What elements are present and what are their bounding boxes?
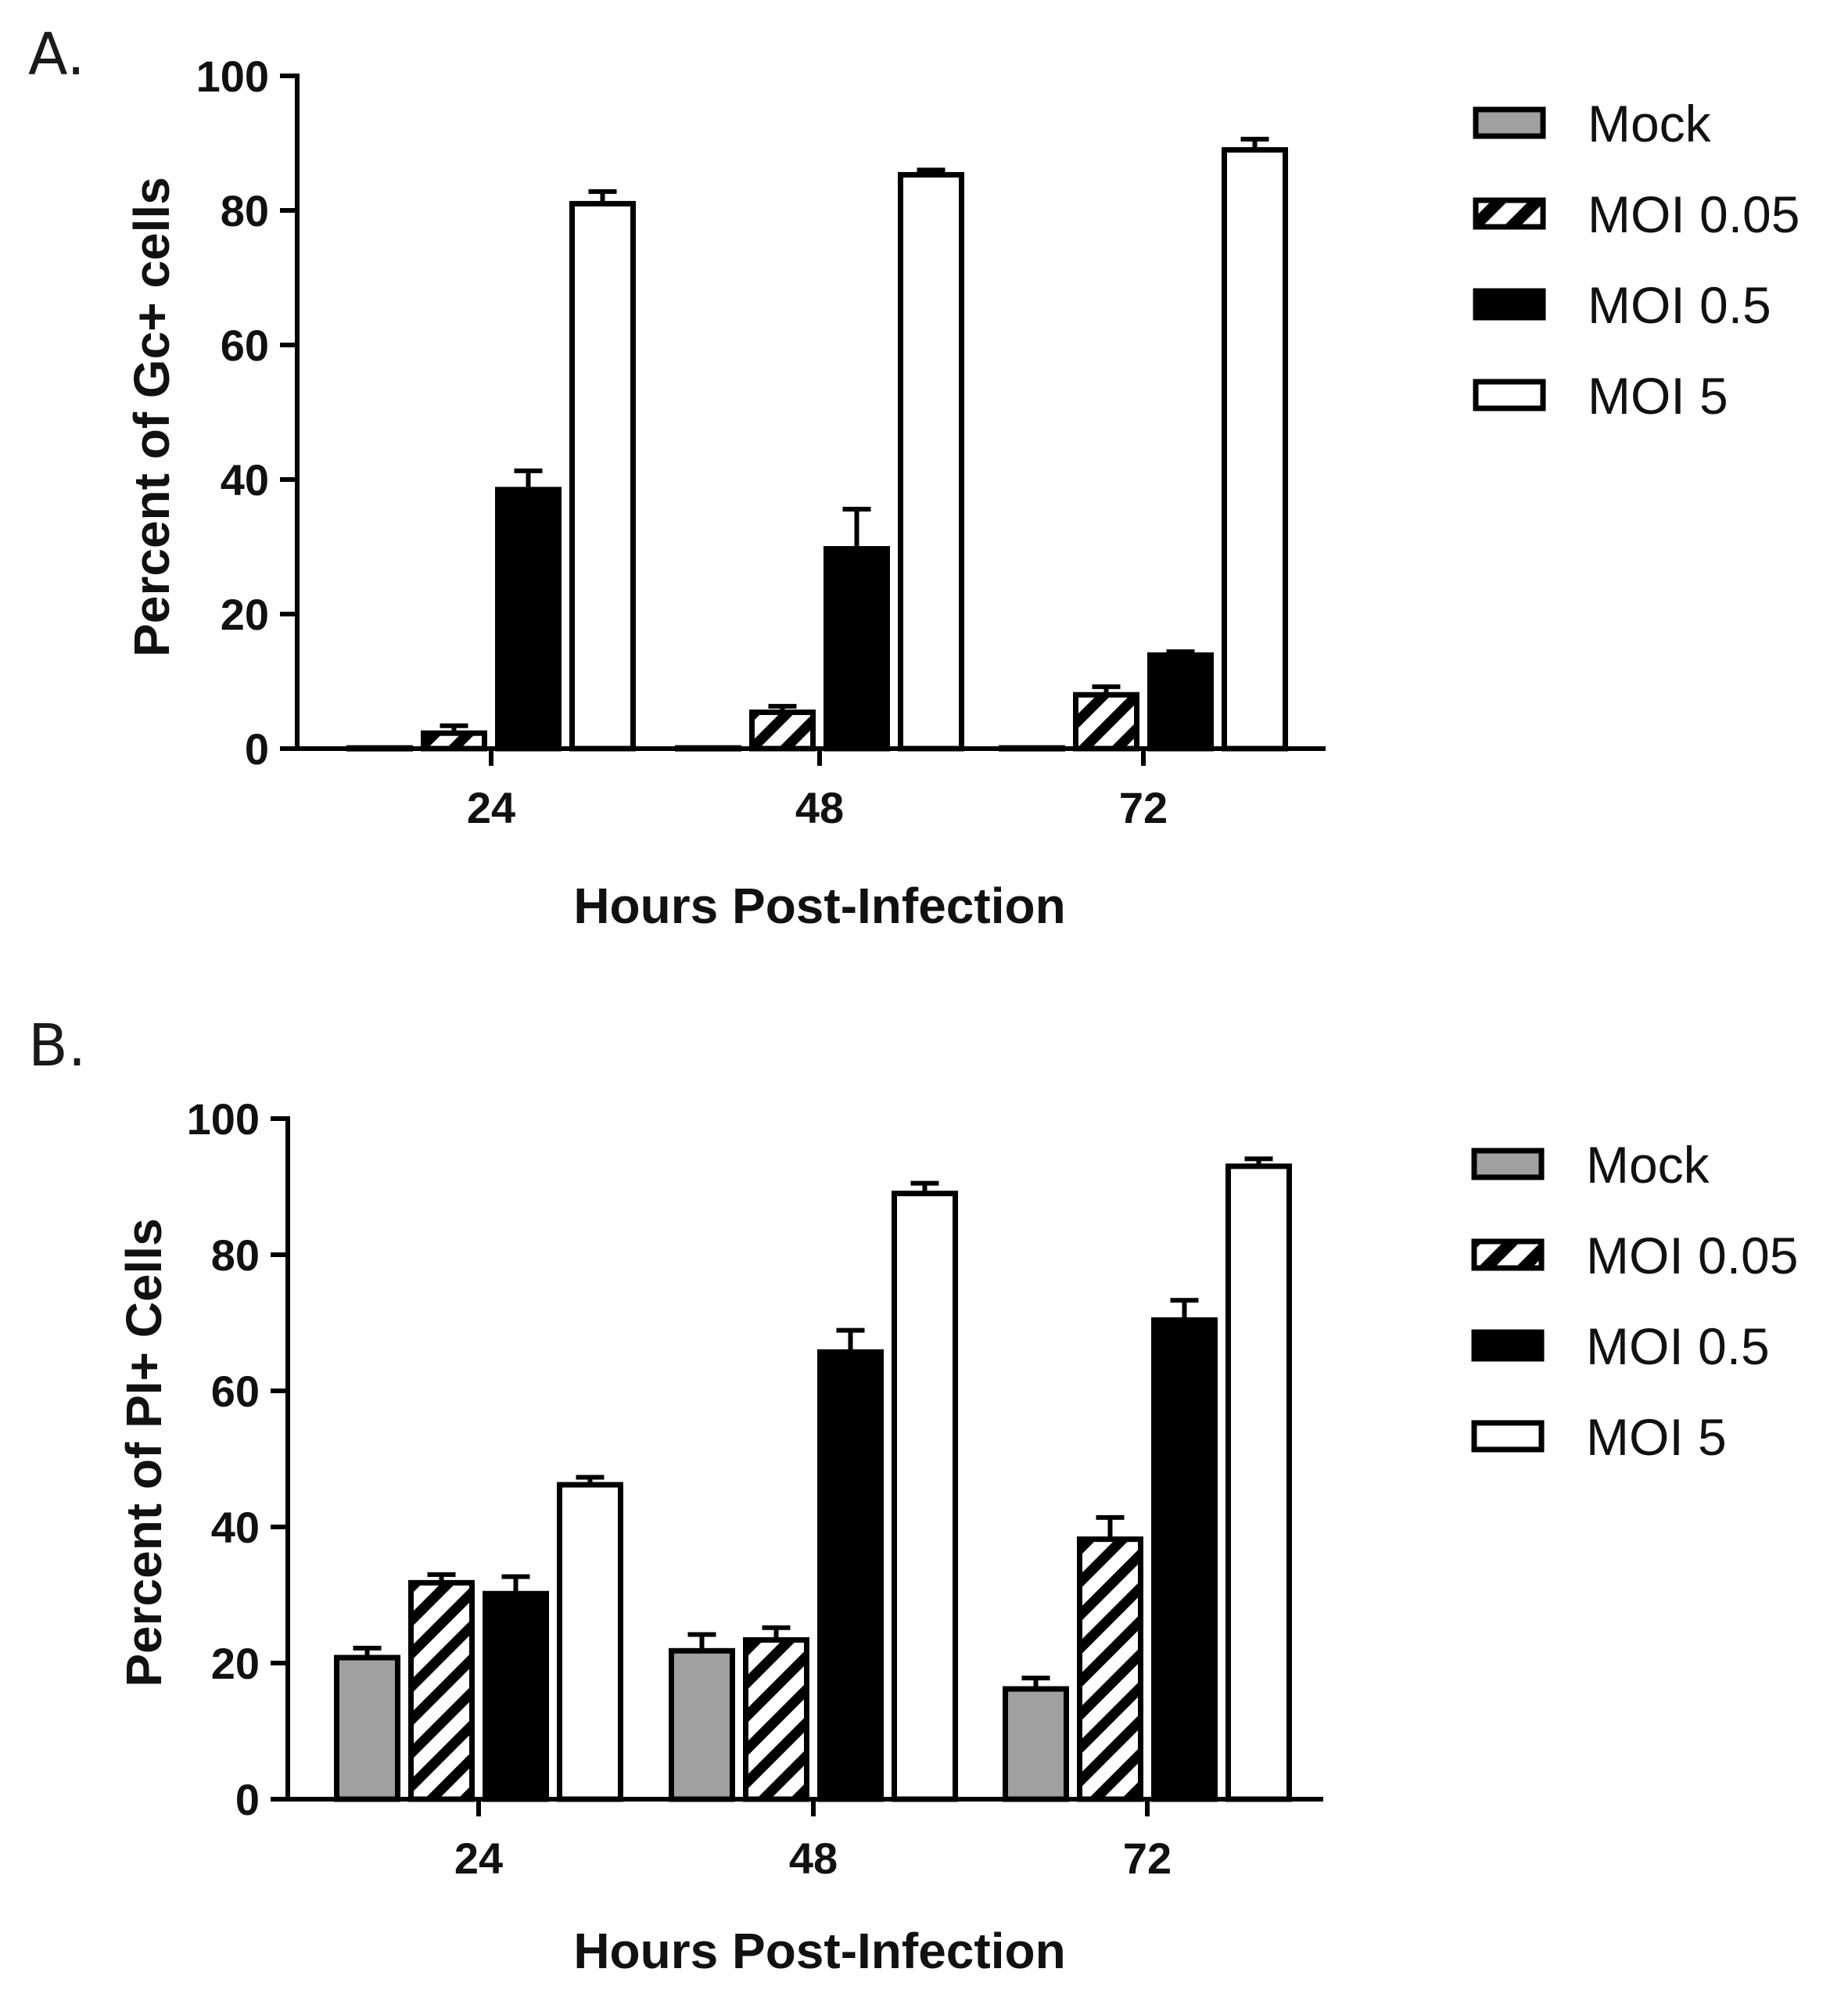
bar-mock-72h bbox=[1003, 1686, 1069, 1802]
legend-swatch bbox=[1471, 1148, 1545, 1180]
legend-label: MOI 0.05 bbox=[1586, 1227, 1798, 1284]
panel-b-legend: Mock MOI 0.05 MOI 0.5 MOI 5 bbox=[1471, 1136, 1798, 1466]
x-tick-label: 24 bbox=[467, 783, 515, 832]
bar-moi-0-5-48h bbox=[824, 546, 890, 752]
y-tick-label: 0 bbox=[245, 724, 269, 774]
panel-a-label: A. bbox=[28, 21, 85, 88]
bar-moi-5-48h bbox=[892, 1191, 958, 1802]
legend-swatch bbox=[1473, 197, 1546, 230]
bar-moi-0-05-72h bbox=[1073, 692, 1139, 752]
panel-a-y-axis-title: Percent of Gc+ cells bbox=[124, 177, 180, 657]
y-tick-label: 80 bbox=[211, 1230, 260, 1280]
legend-swatch bbox=[1473, 288, 1546, 321]
bar-moi-0-05-72h bbox=[1077, 1536, 1143, 1802]
x-tick-label: 72 bbox=[1123, 1834, 1172, 1883]
panel-a-legend: Mock MOI 0.05 MOI 0.5 MOI 5 bbox=[1473, 95, 1800, 425]
y-tick-label: 60 bbox=[211, 1367, 260, 1416]
panel-a-plot: 0 20 40 60 80 100 24 48 72 bbox=[196, 52, 1326, 832]
y-tick-label: 40 bbox=[211, 1503, 260, 1552]
x-tick-label: 24 bbox=[454, 1834, 503, 1883]
bar-moi-0-5-72h bbox=[1151, 1317, 1218, 1802]
bar-moi-5-72h bbox=[1222, 147, 1288, 752]
panel-b-plot: 0 20 40 60 80 100 24 48 72 bbox=[187, 1094, 1323, 1883]
y-tick-label: 80 bbox=[221, 186, 269, 235]
bar-moi-0-5-72h bbox=[1147, 652, 1214, 752]
y-tick-label: 0 bbox=[235, 1775, 260, 1824]
x-tick-label: 48 bbox=[789, 1834, 838, 1883]
legend-swatch bbox=[1473, 106, 1546, 139]
x-tick-label: 48 bbox=[795, 783, 844, 832]
panel-a: A. Percent of Gc+ cells Hours Post-Infec… bbox=[28, 21, 1800, 934]
panel-b-x-axis-title: Hours Post-Infection bbox=[573, 1923, 1065, 1979]
bar-mock-48h bbox=[669, 1647, 735, 1802]
legend-label: MOI 0.5 bbox=[1588, 276, 1771, 334]
legend-label: MOI 0.05 bbox=[1588, 185, 1800, 243]
bar-mock-24h bbox=[334, 1654, 400, 1802]
legend-swatch bbox=[1471, 1238, 1545, 1271]
y-tick-label: 100 bbox=[196, 52, 269, 101]
y-tick-label: 20 bbox=[221, 590, 269, 639]
panel-b: B. Percent of PI+ Cells Hours Post-Infec… bbox=[28, 1012, 1798, 1979]
bar-moi-5-24h bbox=[557, 1482, 623, 1802]
y-tick-label: 40 bbox=[221, 455, 269, 505]
legend-swatch bbox=[1471, 1329, 1545, 1362]
y-tick-label: 60 bbox=[221, 321, 269, 370]
bar-moi-5-48h bbox=[898, 171, 964, 752]
legend-label: MOI 5 bbox=[1586, 1408, 1727, 1466]
bar-moi-0-5-48h bbox=[817, 1349, 884, 1802]
legend-label: Mock bbox=[1588, 95, 1712, 153]
bar-moi-0-5-24h bbox=[483, 1590, 549, 1802]
bar-moi-0-05-48h bbox=[749, 710, 816, 752]
legend-swatch bbox=[1471, 1420, 1545, 1453]
bar-moi-5-24h bbox=[569, 200, 636, 752]
bar-moi-0-05-48h bbox=[743, 1636, 809, 1802]
legend-label: MOI 0.5 bbox=[1586, 1317, 1770, 1375]
panel-b-label: B. bbox=[28, 1012, 86, 1080]
y-tick-label: 100 bbox=[187, 1094, 260, 1144]
legend-label: MOI 5 bbox=[1588, 367, 1728, 425]
y-tick-label: 20 bbox=[211, 1639, 260, 1688]
bar-moi-0-05-24h bbox=[408, 1579, 475, 1802]
panel-a-x-axis-title: Hours Post-Infection bbox=[573, 878, 1065, 934]
bar-moi-5-72h bbox=[1225, 1163, 1292, 1802]
bar-moi-0-5-24h bbox=[495, 487, 562, 752]
legend-label: Mock bbox=[1586, 1136, 1710, 1194]
legend-swatch bbox=[1473, 379, 1546, 411]
panel-b-y-axis-title: Percent of PI+ Cells bbox=[116, 1218, 172, 1687]
x-tick-label: 72 bbox=[1119, 783, 1168, 832]
